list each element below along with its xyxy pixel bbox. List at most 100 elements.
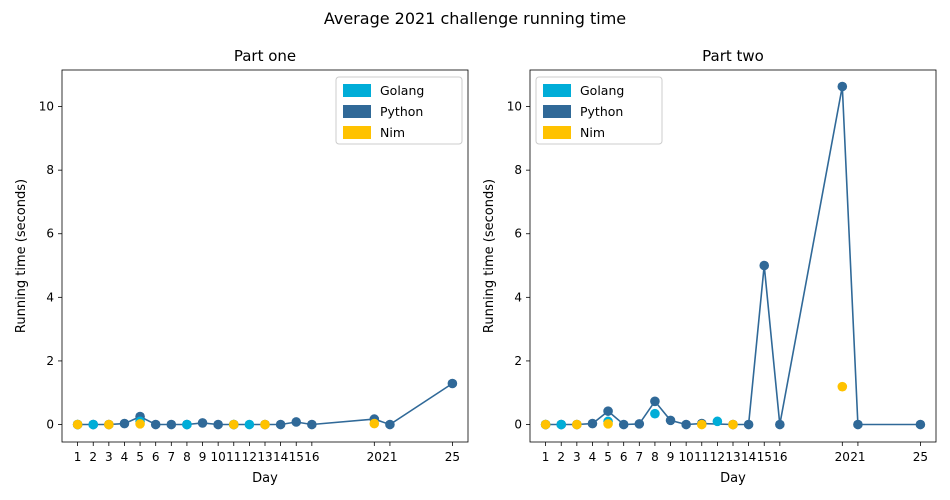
data-point-golang xyxy=(88,419,99,430)
x-tick-label: 10 xyxy=(211,450,226,464)
legend-label-golang: Golang xyxy=(580,83,624,98)
data-point-nim xyxy=(603,419,613,429)
x-tick-label: 3 xyxy=(105,450,113,464)
x-tick-label: 6 xyxy=(620,450,628,464)
y-tick-label: 6 xyxy=(46,227,54,241)
data-point-python xyxy=(743,419,754,430)
x-tick-label: 2 xyxy=(557,450,565,464)
data-point-python xyxy=(150,419,161,430)
y-tick-label: 2 xyxy=(46,354,54,368)
x-tick-label: 20 xyxy=(835,450,850,464)
data-point-nim xyxy=(369,418,380,429)
x-tick-label: 4 xyxy=(121,450,129,464)
y-axis-label: Running time (seconds) xyxy=(482,179,497,333)
x-tick-label: 10 xyxy=(679,450,694,464)
y-tick-label: 0 xyxy=(514,418,522,432)
data-point-golang xyxy=(712,416,723,427)
chart-title: Part two xyxy=(702,47,764,65)
x-tick-label: 7 xyxy=(167,450,175,464)
data-point-python xyxy=(307,419,317,430)
x-tick-label: 1 xyxy=(542,450,550,464)
y-tick-label: 10 xyxy=(39,100,54,114)
x-tick-label: 7 xyxy=(635,450,643,464)
legend-swatch-golang xyxy=(543,84,571,97)
x-tick-label: 21 xyxy=(382,450,397,464)
data-point-python xyxy=(385,419,395,430)
data-point-nim xyxy=(72,419,83,430)
data-point-python xyxy=(197,418,208,428)
legend-swatch-nim xyxy=(543,126,571,139)
y-tick-label: 4 xyxy=(46,290,54,304)
legend: Golang Python Nim xyxy=(335,76,463,145)
legend-swatch-nim xyxy=(343,126,371,139)
data-point-nim xyxy=(135,419,145,429)
x-tick-label: 8 xyxy=(651,450,659,464)
x-tick-label: 15 xyxy=(757,450,772,464)
x-tick-label: 11 xyxy=(694,450,709,464)
y-tick-label: 8 xyxy=(46,163,54,177)
x-tick-label: 25 xyxy=(445,450,460,464)
y-tick-label: 0 xyxy=(46,418,54,432)
legend-label-nim: Nim xyxy=(580,125,605,140)
data-point-python xyxy=(775,419,785,430)
data-point-golang xyxy=(244,419,255,430)
x-tick-label: 13 xyxy=(725,450,740,464)
data-point-python xyxy=(665,415,676,426)
x-axis-label: Day xyxy=(252,471,278,486)
data-point-python xyxy=(213,419,223,430)
x-tick-label: 21 xyxy=(850,450,865,464)
data-point-nim xyxy=(260,419,270,430)
x-tick-label: 12 xyxy=(710,450,725,464)
data-point-python xyxy=(634,419,645,429)
x-tick-label: 1 xyxy=(74,450,82,464)
legend-swatch-golang xyxy=(343,84,371,97)
series-line-python xyxy=(77,382,453,426)
data-point-nim xyxy=(540,419,551,430)
legend-label-python: Python xyxy=(380,104,423,119)
legend-swatch-python xyxy=(543,105,571,118)
x-tick-label: 14 xyxy=(273,450,288,464)
x-tick-label: 9 xyxy=(199,450,207,464)
data-point-python xyxy=(275,419,286,430)
data-point-golang xyxy=(650,408,660,419)
data-point-python xyxy=(853,419,863,430)
x-tick-label: 5 xyxy=(604,450,612,464)
data-point-nim xyxy=(104,419,114,430)
x-tick-label: 12 xyxy=(242,450,257,464)
legend-label-python: Python xyxy=(580,104,623,119)
data-point-python xyxy=(837,81,848,92)
y-tick-label: 8 xyxy=(514,163,522,177)
data-point-golang xyxy=(556,419,567,430)
data-point-python xyxy=(166,419,177,430)
y-tick-label: 4 xyxy=(514,290,522,304)
data-point-nim xyxy=(728,419,738,430)
data-point-python xyxy=(915,419,926,430)
y-tick-label: 2 xyxy=(514,354,522,368)
y-axis-label: Running time (seconds) xyxy=(14,179,29,333)
x-tick-label: 2 xyxy=(89,450,97,464)
x-tick-label: 3 xyxy=(573,450,581,464)
data-point-nim xyxy=(228,419,239,430)
x-tick-label: 16 xyxy=(772,450,787,464)
x-tick-label: 4 xyxy=(589,450,597,464)
data-point-python xyxy=(650,396,660,407)
data-point-python xyxy=(618,419,629,430)
data-point-nim xyxy=(837,381,848,392)
data-point-python xyxy=(447,378,458,389)
chart-title: Part one xyxy=(234,47,296,65)
data-point-nim xyxy=(572,419,582,430)
data-point-python xyxy=(681,419,691,430)
y-tick-label: 6 xyxy=(514,227,522,241)
figure-title: Average 2021 challenge running time xyxy=(324,9,626,28)
x-tick-label: 6 xyxy=(152,450,160,464)
x-tick-label: 15 xyxy=(289,450,304,464)
x-tick-label: 13 xyxy=(257,450,272,464)
x-tick-label: 16 xyxy=(304,450,319,464)
x-axis-label: Day xyxy=(720,471,746,486)
x-tick-label: 11 xyxy=(226,450,241,464)
data-point-python xyxy=(291,417,302,427)
data-point-python xyxy=(603,406,613,416)
